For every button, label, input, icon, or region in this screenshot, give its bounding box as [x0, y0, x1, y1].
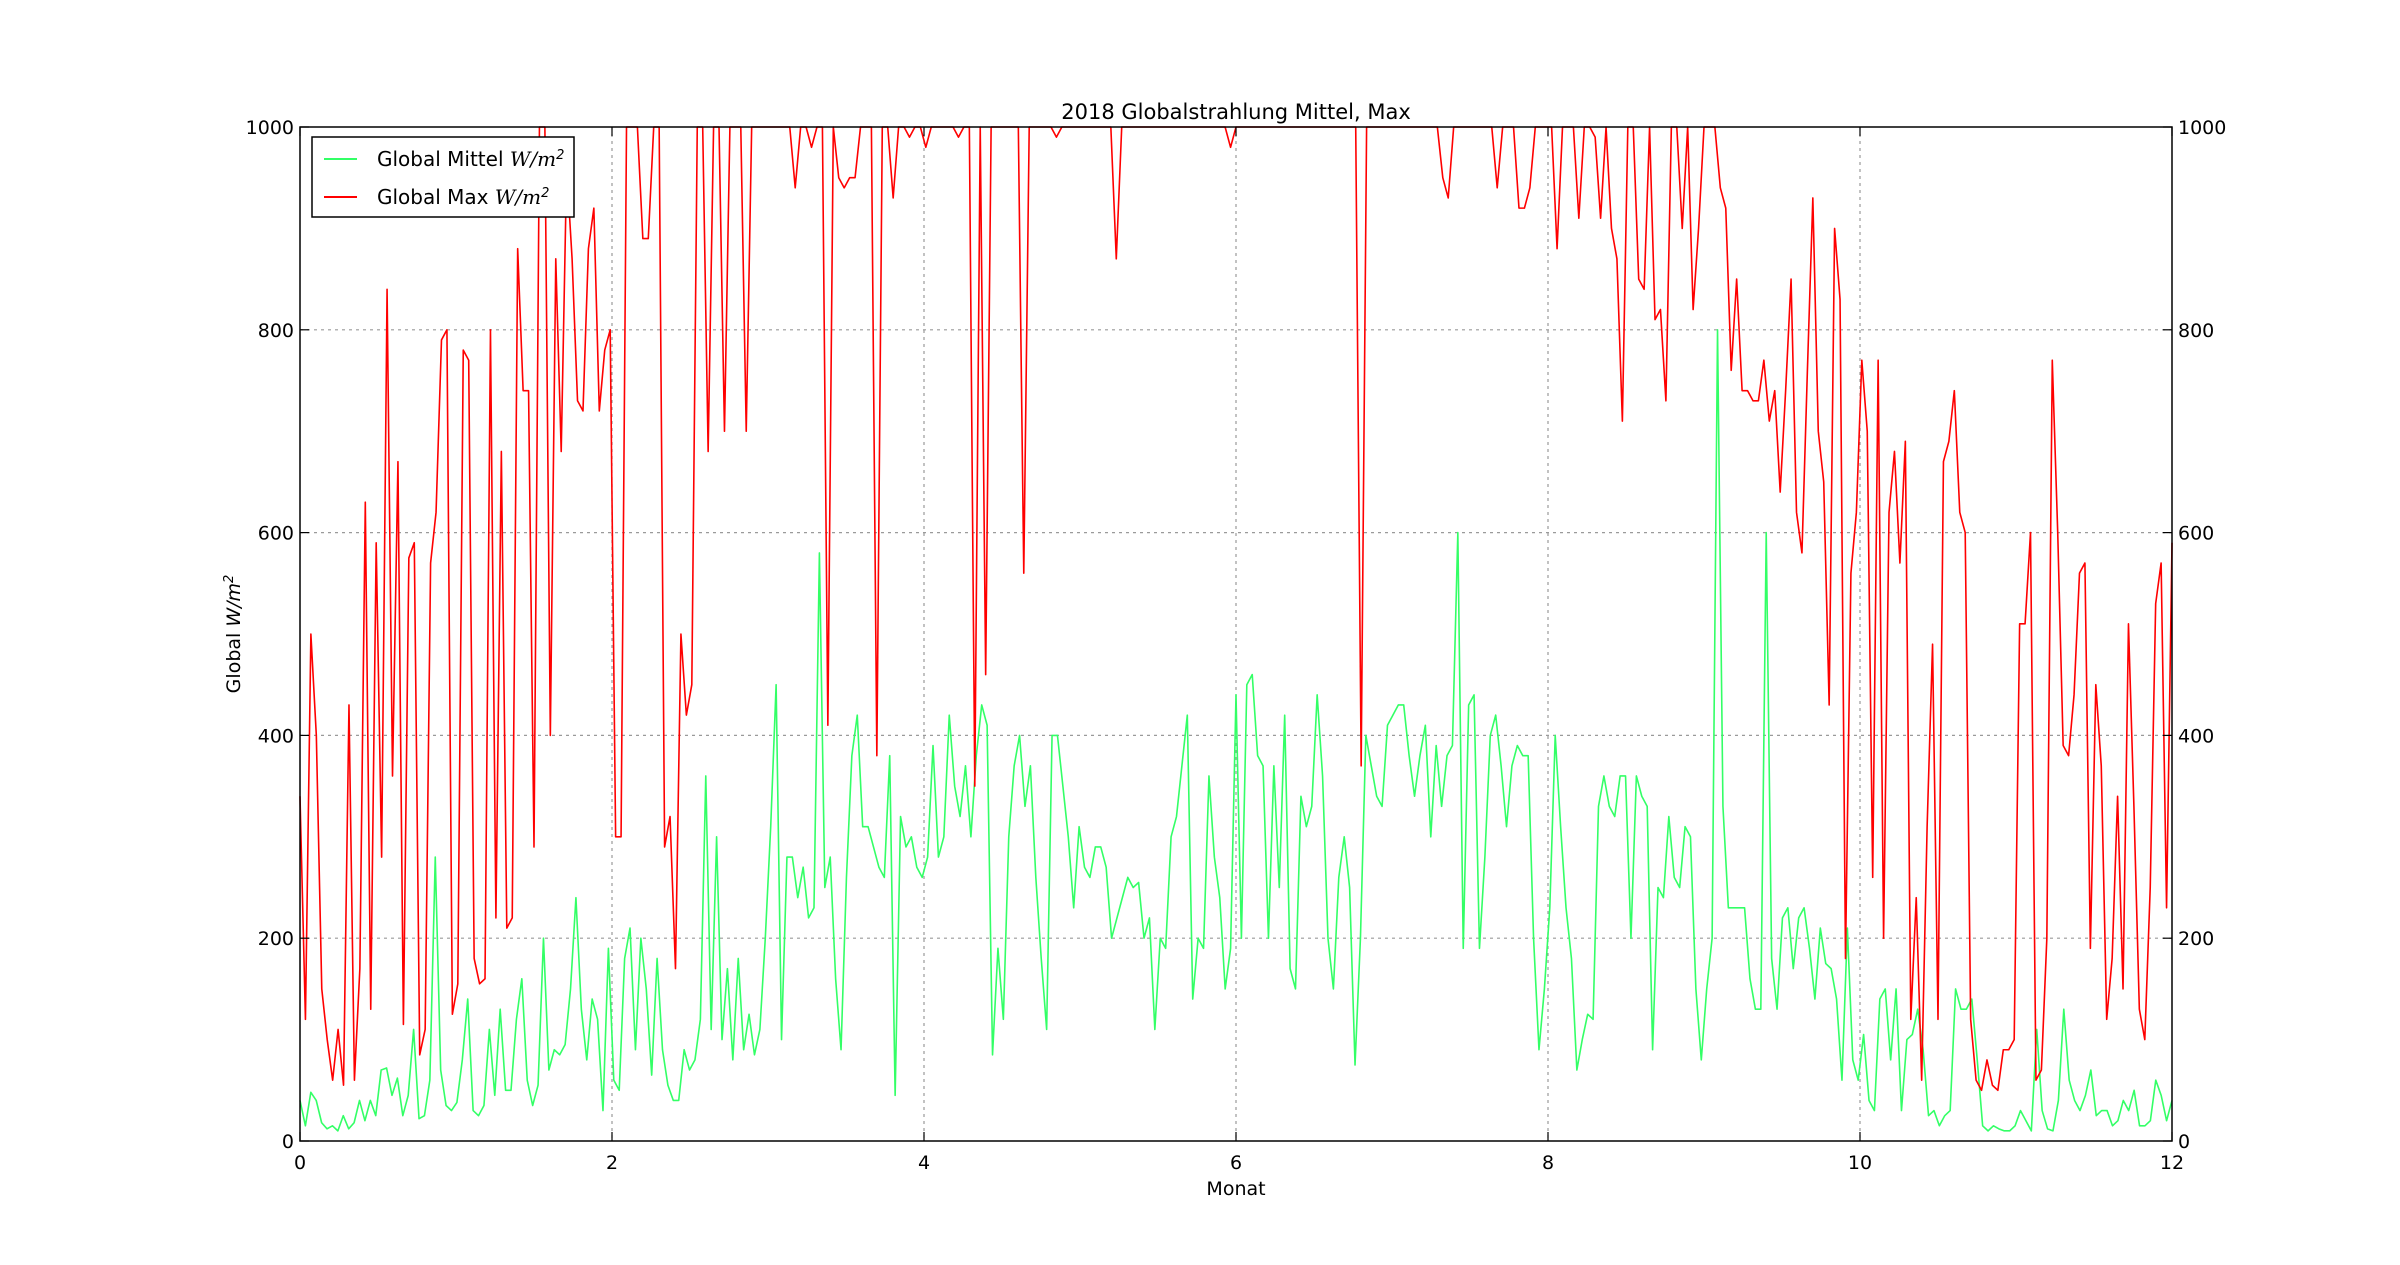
series-line-global-mittel — [299, 328, 2173, 1132]
y-tick-label: 600 — [258, 523, 294, 545]
legend-label-global-mittel-exponent: 2 — [556, 148, 564, 163]
y-tick-label: 200 — [258, 928, 294, 950]
y-axis-label: Global W/m2 — [222, 575, 246, 694]
y-tick-label-right: 200 — [2178, 928, 2214, 950]
x-tick-label: 10 — [1848, 1152, 1872, 1174]
y-tick-label-right: 0 — [2178, 1131, 2190, 1153]
y-axis-label-prefix: Global — [223, 627, 245, 694]
grid-lines — [300, 127, 2172, 1141]
x-tick-label: 12 — [2160, 1152, 2184, 1174]
chart-title: 2018 Globalstrahlung Mittel, Max — [1061, 100, 1411, 124]
x-tick-label: 2 — [606, 1152, 618, 1174]
x-tick-label: 6 — [1230, 1152, 1242, 1174]
legend-label-global-max-prefix: Global Max — [377, 185, 495, 209]
legend: Global Mittel W/m2 Global Max W/m2 — [311, 136, 575, 218]
y-axis-label-unit: W/m — [223, 583, 245, 627]
x-tick-label: 8 — [1542, 1152, 1554, 1174]
y-tick-label-right: 600 — [2178, 523, 2214, 545]
x-tick-label: 4 — [918, 1152, 930, 1174]
y-axis-label-exponent: 2 — [222, 575, 237, 583]
y-tick-label-right: 400 — [2178, 725, 2214, 747]
y-tick-label: 800 — [258, 320, 294, 342]
y-tick-label: 1000 — [246, 117, 294, 139]
legend-label-global-mittel-unit: W/m — [510, 147, 556, 171]
legend-label-global-max-unit: W/m — [495, 185, 541, 209]
legend-label-global-mittel-prefix: Global Mittel — [377, 147, 510, 171]
legend-label-global-max-exponent: 2 — [541, 186, 549, 201]
y-tick-label: 400 — [258, 725, 294, 747]
y-tick-label-right: 800 — [2178, 320, 2214, 342]
legend-box — [311, 136, 575, 218]
legend-label-global-mittel: Global Mittel W/m2 — [377, 147, 564, 171]
y-tick-label: 0 — [282, 1131, 294, 1153]
legend-label-global-max: Global Max W/m2 — [377, 185, 549, 209]
y-tick-label-right: 1000 — [2178, 117, 2226, 139]
x-axis-label: Monat — [1206, 1178, 1265, 1200]
x-tick-label: 0 — [294, 1152, 306, 1174]
